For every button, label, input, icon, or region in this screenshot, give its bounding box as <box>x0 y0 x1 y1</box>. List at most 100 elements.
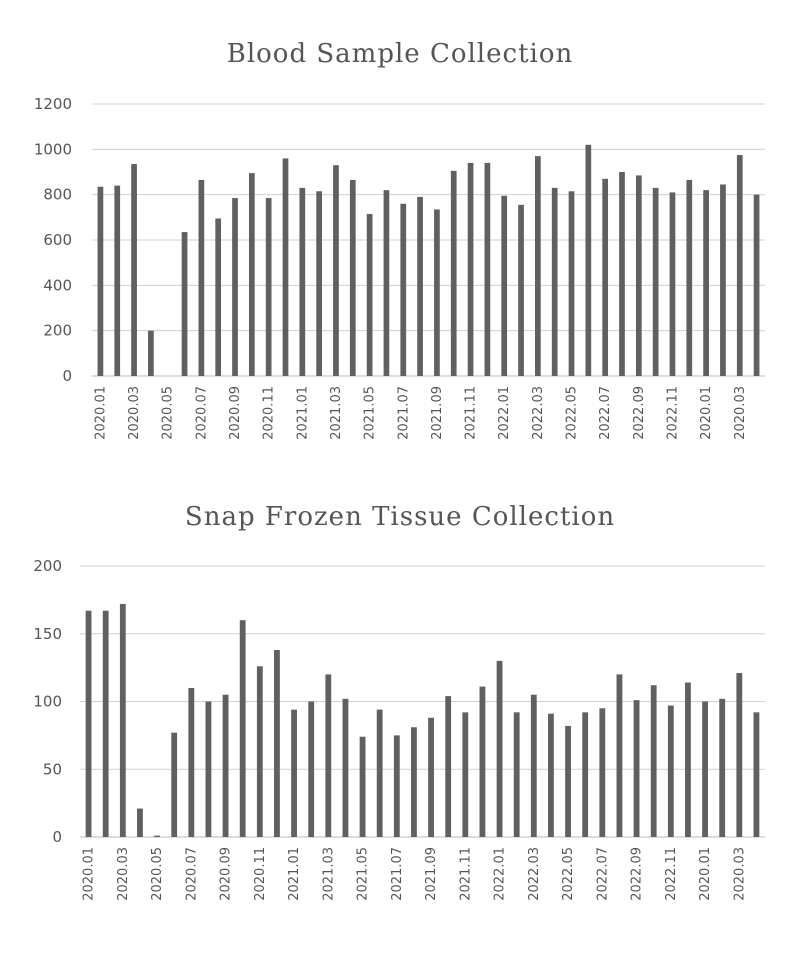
bar-2021.05 <box>366 213 373 376</box>
x-tick-label: 2021.01 <box>295 386 310 440</box>
x-tick-label: 2021.11 <box>458 847 473 901</box>
x-tick-label: 2020.11 <box>262 386 277 440</box>
bar-2021.06 <box>376 709 383 837</box>
y-tick-label: 50 <box>43 760 62 778</box>
bar-2020.03 <box>736 673 743 837</box>
bar-2020.07 <box>198 179 205 376</box>
x-tick-label: 2020.01 <box>82 847 97 901</box>
bar-2021.06 <box>383 190 390 376</box>
x-tick-label: 2021.09 <box>424 847 439 901</box>
x-tick-label: 2020.01 <box>698 847 713 901</box>
snap-frozen-tissue-chart: Snap Frozen Tissue Collection 0 50 100 150 20… <box>0 477 800 954</box>
bar-2020.11 <box>265 198 272 376</box>
x-tick-label: 2022.05 <box>565 386 580 440</box>
bar-2021.09 <box>428 717 434 837</box>
x-tick-label: 2020.03 <box>116 847 131 901</box>
y-tick-label: 1200 <box>34 95 72 113</box>
bar-2022.10 <box>652 187 659 376</box>
bar-2021.07 <box>400 203 407 376</box>
x-tick-label: 2022.07 <box>598 386 613 440</box>
x-tick-label: 2021.05 <box>363 386 378 440</box>
bar-2022.11 <box>667 705 674 837</box>
x-tick-label: 2020.05 <box>150 847 165 901</box>
bar-2020.04 <box>148 330 154 376</box>
x-tick-label: 2021.01 <box>287 847 302 901</box>
y-tick-label: 200 <box>33 557 62 575</box>
bar-2020.09 <box>222 694 229 837</box>
y-tick-label: 600 <box>43 231 72 249</box>
bar-2022.06 <box>582 712 589 837</box>
bar-2022.12 <box>685 682 691 837</box>
bar-2022.03 <box>530 694 537 837</box>
y-tick-label: 0 <box>52 828 62 846</box>
bar-2020.12 <box>282 158 289 376</box>
x-tick-label: 2020.01 <box>93 386 108 440</box>
y-tick-label: 400 <box>43 276 72 294</box>
bar-2020.02 <box>720 184 726 376</box>
y-tick-label: 100 <box>33 693 62 711</box>
bar-2022.09 <box>633 700 640 837</box>
bar-2022.09 <box>635 175 642 376</box>
x-tick-label: 2022.09 <box>632 386 647 440</box>
bar-2022.02 <box>518 204 524 376</box>
bar-2020.06 <box>171 732 178 837</box>
x-tick-label: 2021.05 <box>356 847 371 901</box>
y-tick-label: 1000 <box>34 140 72 158</box>
x-tick-label: 2022.09 <box>630 847 645 901</box>
x-tick-label: 2020.05 <box>161 386 176 440</box>
x-tick-label: 2021.03 <box>321 847 336 901</box>
bar-2022.04 <box>551 187 558 376</box>
bar-2020.08 <box>205 701 212 837</box>
bar-2020.10 <box>248 173 255 376</box>
bar-2020.12 <box>274 650 280 837</box>
bar-2021.11 <box>462 712 469 837</box>
bar-2021.09 <box>434 209 440 376</box>
blood-sample-chart-svg: Blood Sample Collection 0 200 400 600 800 1000… <box>34 39 765 440</box>
bar-2021.05 <box>359 736 366 837</box>
bar-2020.02 <box>719 698 726 837</box>
bar-2020.08 <box>215 218 222 376</box>
y-tick-label: 0 <box>62 367 72 385</box>
bar-2022.06 <box>585 144 592 376</box>
x-tick-label: 2022.01 <box>493 847 508 901</box>
bar-2021.11 <box>467 162 474 376</box>
x-tick-label: 2020.09 <box>228 386 243 440</box>
bar-2021.02 <box>316 191 322 376</box>
bar-2020.09 <box>232 198 238 376</box>
bar-2020.01 <box>85 610 92 837</box>
bar-2022.05 <box>568 191 575 376</box>
bar-2021.12 <box>479 686 486 837</box>
bar-2020.01 <box>702 701 708 837</box>
bar-2020.06 <box>181 232 188 376</box>
bar-2020.01 <box>703 190 709 376</box>
bar-2020.02 <box>114 185 121 376</box>
x-tick-label: 2022.07 <box>595 847 610 901</box>
bar-2020.07 <box>188 687 195 837</box>
bar-2021.10 <box>445 696 452 837</box>
bar-2020.04 <box>753 194 760 376</box>
x-tick-label: 2022.05 <box>561 847 576 901</box>
x-tick-label: 2021.07 <box>390 847 405 901</box>
bar-2022.01 <box>496 660 503 837</box>
bar-2022.12 <box>686 179 693 376</box>
bar-2021.03 <box>333 165 339 376</box>
x-tick-label: 2021.03 <box>329 386 344 440</box>
x-tick-label: 2021.09 <box>430 386 445 440</box>
bar-2021.02 <box>308 701 315 837</box>
x-tick-label: 2020.03 <box>732 847 747 901</box>
x-tick-label: 2020.01 <box>699 386 714 440</box>
bar-2021.04 <box>349 179 356 376</box>
bar-2022.05 <box>565 725 571 837</box>
bar-2022.07 <box>602 178 609 376</box>
chart-title: Blood Sample Collection <box>227 39 574 69</box>
blood-sample-chart: Blood Sample Collection 0 200 400 600 800 1000… <box>34 39 765 440</box>
x-tick-label: 2021.07 <box>396 386 411 440</box>
bar-2021.08 <box>417 196 423 376</box>
bar-2020.03 <box>131 164 137 376</box>
bar-2020.04 <box>137 808 143 837</box>
bar-2020.10 <box>239 620 246 837</box>
bar-2022.08 <box>619 172 625 376</box>
x-tick-label: 2021.11 <box>464 386 479 440</box>
bar-2022.02 <box>513 712 520 837</box>
bar-2022.10 <box>650 685 657 837</box>
